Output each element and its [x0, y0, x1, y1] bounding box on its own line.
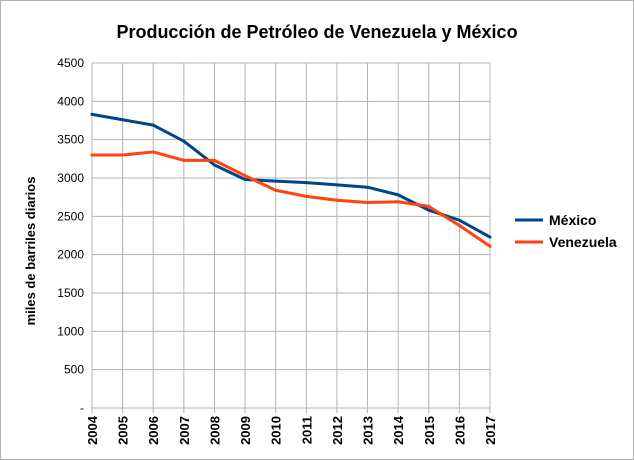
legend-label: Venezuela: [549, 234, 617, 250]
y-tick-label: 1500: [57, 286, 84, 300]
data-point: [151, 150, 155, 154]
x-tick-label: 2017: [483, 416, 498, 445]
data-point: [427, 208, 431, 212]
x-tick-label: 2007: [177, 416, 192, 445]
data-point: [212, 163, 216, 167]
y-tick-label: 3000: [57, 171, 84, 185]
y-tick-label: 2000: [57, 248, 84, 262]
data-point: [396, 193, 400, 197]
data-point: [182, 139, 186, 143]
data-point: [90, 112, 94, 116]
chart-title: Producción de Petróleo de Venezuela y Mé…: [116, 22, 517, 42]
data-point: [366, 185, 370, 189]
y-tick-label: 1000: [57, 324, 84, 338]
x-tick-label: 2008: [207, 416, 222, 445]
legend: México Venezuela: [515, 212, 617, 250]
data-point: [457, 224, 461, 228]
data-point: [366, 201, 370, 205]
x-tick-label: 2012: [330, 416, 345, 445]
data-point: [335, 183, 339, 187]
y-tick-label: 500: [64, 363, 84, 377]
x-tick-label: 2016: [452, 416, 467, 445]
data-point: [488, 235, 492, 239]
x-tick-label: 2009: [238, 416, 253, 445]
data-point: [121, 153, 125, 157]
x-tick-label: 2015: [422, 416, 437, 445]
y-tick-label: 4500: [57, 56, 84, 70]
data-point: [274, 188, 278, 192]
series-line: [90, 112, 492, 239]
series-line: [90, 150, 492, 248]
data-point: [212, 158, 216, 162]
data-point: [488, 244, 492, 248]
data-point: [121, 118, 125, 122]
y-tick-label: -: [80, 401, 84, 415]
y-axis-label: miles de barriles diarios: [23, 177, 38, 326]
data-point: [182, 158, 186, 162]
x-tick-label: 2013: [361, 416, 376, 445]
x-tick-label: 2006: [146, 416, 161, 445]
data-point: [243, 174, 247, 178]
data-point: [90, 153, 94, 157]
data-point: [274, 179, 278, 183]
data-point: [396, 200, 400, 204]
x-tick-label: 2014: [391, 415, 406, 445]
legend-label: México: [549, 212, 596, 228]
y-tick-label: 3500: [57, 133, 84, 147]
y-tick-label: 4000: [57, 94, 84, 108]
data-point: [335, 198, 339, 202]
series-lines: [90, 112, 492, 248]
y-tick-label: 2500: [57, 209, 84, 223]
y-tick-labels: - 500 1000 1500 2000 2500 3000 3500 4000 4500: [57, 56, 84, 415]
data-point: [151, 123, 155, 127]
x-tick-label: 2011: [299, 416, 314, 444]
data-point: [304, 181, 308, 185]
gridlines: [91, 62, 491, 413]
x-tick-label: 2005: [116, 416, 131, 445]
x-tick-labels: 2004 2005 2006 2007 2008 2009 2010 2011 2012 2013…: [85, 415, 498, 445]
data-point: [304, 194, 308, 198]
x-tick-label: 2004: [85, 415, 100, 445]
data-point: [427, 204, 431, 208]
data-point: [457, 218, 461, 222]
data-point: [243, 178, 247, 182]
x-tick-label: 2010: [269, 416, 284, 445]
